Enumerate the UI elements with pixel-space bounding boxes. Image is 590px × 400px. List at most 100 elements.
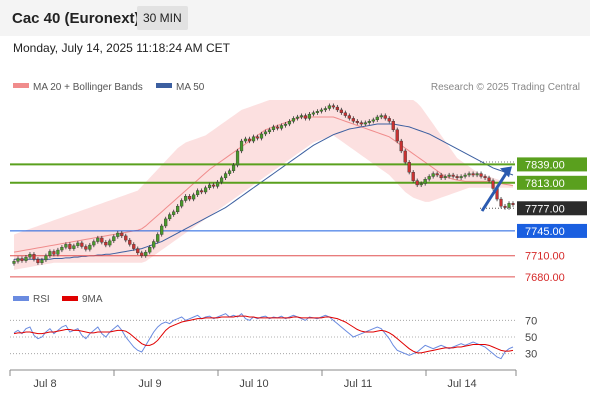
candle <box>180 200 184 207</box>
forecast-arrow-shaft <box>480 169 510 212</box>
candle <box>96 237 100 242</box>
candle <box>36 259 40 263</box>
ma50-line <box>13 123 514 260</box>
candle <box>403 150 407 163</box>
candle <box>148 246 152 253</box>
candle <box>28 254 32 258</box>
candle <box>219 177 224 183</box>
rsi-tick-label: 30 <box>525 349 537 361</box>
candle <box>128 239 132 245</box>
candle <box>303 115 308 119</box>
candle <box>168 214 172 220</box>
candle <box>235 150 240 166</box>
candle <box>92 241 96 246</box>
rsi-line <box>13 312 514 360</box>
candle <box>136 248 140 254</box>
candle <box>463 174 467 177</box>
candle <box>48 251 52 256</box>
candle <box>275 126 280 129</box>
price-label: 7813.00 <box>525 178 565 190</box>
interval-button[interactable]: 30 MIN <box>137 6 188 30</box>
candle <box>347 115 351 119</box>
legend-label-9ma: 9MA <box>82 294 103 305</box>
candle <box>339 109 343 113</box>
candle <box>56 249 60 255</box>
candle <box>112 236 116 242</box>
candle <box>68 244 72 249</box>
rsi-chart: 30 50 70 <box>10 312 537 361</box>
candle <box>60 246 64 251</box>
candle <box>64 244 68 248</box>
price-label: 7745.00 <box>525 226 565 238</box>
candle <box>88 244 92 250</box>
x-tick-label: Jul 8 <box>33 378 56 390</box>
candle <box>52 251 56 255</box>
candle <box>291 118 296 122</box>
candle <box>503 205 507 208</box>
candle <box>124 235 128 241</box>
candle <box>24 256 28 261</box>
candle <box>120 232 124 237</box>
candle <box>315 111 319 113</box>
candle <box>419 183 423 186</box>
candle <box>379 115 383 118</box>
legend-swatch-rsi <box>13 296 29 301</box>
candle <box>108 240 112 246</box>
candle <box>200 190 204 193</box>
candle <box>407 162 411 173</box>
candle <box>271 126 276 130</box>
candle <box>243 138 248 142</box>
candle <box>331 105 335 108</box>
candle <box>423 179 427 184</box>
timestamp: Monday, July 14, 2025 11:18:24 AM CET <box>13 41 231 55</box>
candle <box>196 190 200 196</box>
candle <box>443 176 447 179</box>
candle <box>367 121 371 123</box>
candle <box>231 164 236 171</box>
credit-text: Research © 2025 Trading Central <box>431 82 580 93</box>
candle <box>267 129 272 133</box>
x-tick-label: Jul 14 <box>447 378 476 390</box>
rsi-tick-label: 70 <box>525 315 537 327</box>
candle <box>184 196 188 201</box>
candle <box>439 174 443 179</box>
candle <box>227 170 232 174</box>
candle <box>327 105 331 109</box>
candle <box>391 121 395 130</box>
rsi-ma-line <box>13 315 514 354</box>
rsi-tick-label: 50 <box>525 332 537 344</box>
price-label-box <box>517 175 587 190</box>
candle <box>387 118 391 122</box>
candle <box>479 173 483 177</box>
candle <box>259 133 264 139</box>
candle <box>511 203 515 205</box>
x-tick-label: Jul 10 <box>239 378 268 390</box>
candle <box>16 258 20 262</box>
candle <box>295 116 300 119</box>
candle <box>40 259 44 263</box>
candle <box>415 180 419 186</box>
candle <box>192 194 196 200</box>
candle <box>279 125 284 129</box>
candle <box>283 123 288 126</box>
candle <box>431 173 435 177</box>
candle <box>188 196 192 200</box>
x-tick-label: Jul 9 <box>138 378 161 390</box>
candle <box>319 109 323 112</box>
candle <box>44 255 48 261</box>
candle <box>371 119 375 122</box>
candle <box>343 112 347 116</box>
legend-label-bollinger: MA 20 + Bollinger Bands <box>33 82 143 93</box>
candle <box>399 140 403 152</box>
candle <box>172 211 176 215</box>
candle <box>104 242 108 246</box>
candle <box>164 218 168 227</box>
candle <box>20 258 24 261</box>
price-label: 7777.00 <box>525 203 565 215</box>
candle <box>72 245 76 249</box>
candle <box>307 113 312 119</box>
legend-swatch-ma50 <box>156 83 172 88</box>
candle <box>212 184 216 187</box>
candle <box>263 131 268 135</box>
